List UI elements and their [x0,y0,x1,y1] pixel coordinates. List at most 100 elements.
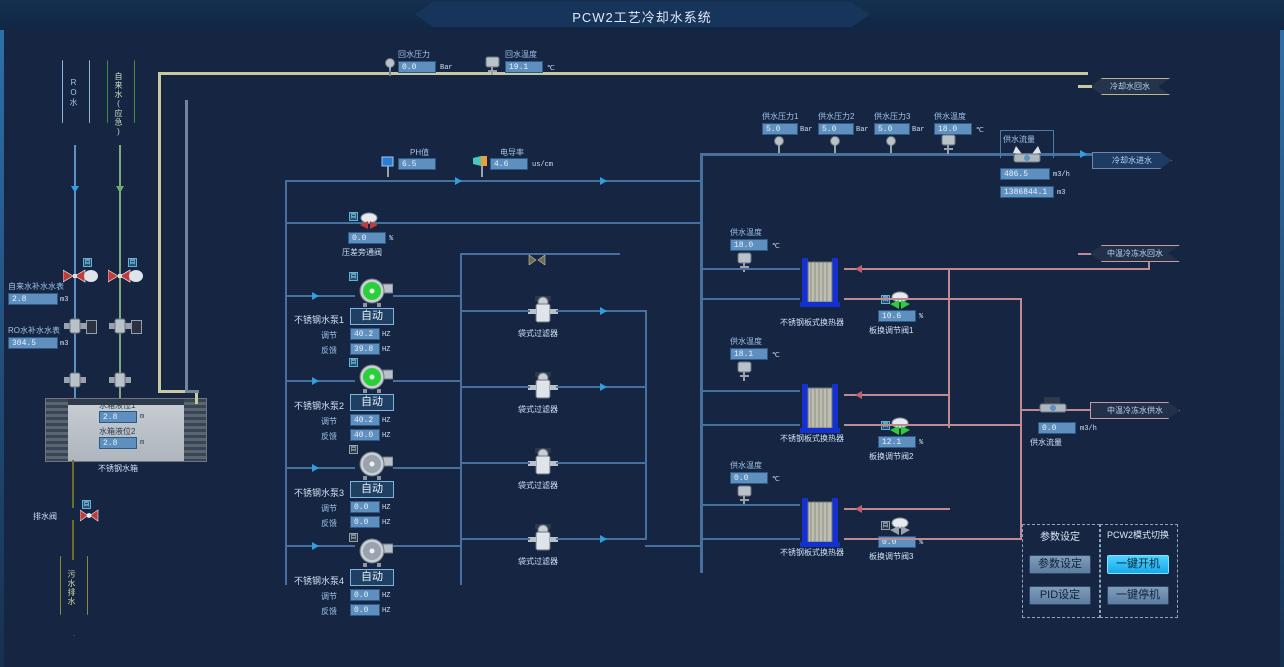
supply-p1-unit: Bar [800,126,813,134]
filter1-name: 袋式过滤器 [518,329,558,338]
hx3-valve-label: 板换调节阀3 [869,552,914,561]
pipe-chilled-join [948,508,950,510]
return-temp-unit: ℃ [547,65,555,73]
bypass-valve-tag[interactable]: 目 [349,212,358,221]
flow-arrow-quality-1 [600,177,607,185]
pump4-set-value: 0.0 [350,589,380,601]
tap-makeup-meter-unit: m3 [60,296,69,304]
pipe-pump4-in [285,545,355,547]
filter-3[interactable] [528,448,558,478]
pump3-mode-button[interactable]: 自动 [350,481,394,498]
hx3-valve-tag[interactable]: 目 [881,521,890,530]
valve-tag-ro[interactable]: 目 [83,258,92,267]
pump4-mode-button[interactable]: 自动 [350,569,394,586]
pump-3[interactable] [355,451,394,481]
flag-cooling-return: 冷却水回水 [1090,78,1170,95]
pipe-return-to-tank [158,390,198,393]
tank-level1-value: 2.8 [99,411,137,423]
pump2-mode-button[interactable]: 自动 [350,394,394,411]
pipe-drain [72,460,74,508]
pump3-set-unit: HZ [382,504,391,512]
hx3-temp-value: 0.0 [730,472,768,484]
conductivity-value: 4.6 [490,158,528,170]
pump4-fb-unit: HZ [382,607,391,615]
pipe-filter2-in [460,386,530,388]
valve-ro-makeup[interactable] [62,269,87,283]
bypass-valve-value: 0.0 [348,232,386,244]
right-edge-accent [1280,30,1284,667]
heat-exchanger-3[interactable] [798,498,844,548]
flowmeter-ro-2 [64,372,86,388]
pump1-tag[interactable]: 目 [349,272,358,281]
ro-makeup-meter-label: RO水补水水表 [8,326,60,335]
valve-hx1[interactable] [888,291,912,309]
supply-p1-value: 5.0 [762,123,798,135]
param-settings-button[interactable]: 参数设定 [1029,555,1091,574]
flow-arrow-chilled-2 [855,391,862,399]
pump1-set-label: 调节 [321,331,337,340]
pump2-set-value: 40.2 [350,414,380,426]
valve-tag-tap[interactable]: 目 [128,258,137,267]
flow-arrow-pump3 [312,464,319,472]
conductivity-label: 电导率 [500,148,524,157]
pipe-chilled-supply-manifold [1020,298,1022,540]
pid-settings-button[interactable]: PID设定 [1029,586,1091,605]
hx1-temp-unit: ℃ [772,243,780,251]
flow-arrow-pump4 [312,542,319,550]
heat-exchanger-2[interactable] [798,384,844,434]
pump2-tag[interactable]: 目 [349,358,358,367]
tap-water-label: 自来水(应急) [114,72,123,137]
water-tank [45,398,207,462]
tank-name-label: 不锈钢水箱 [98,464,138,473]
pipe-filter-inlet-manifold [460,253,462,585]
filter-4[interactable] [528,524,558,554]
pump-4[interactable] [355,538,394,568]
valve-hx2[interactable] [888,417,912,435]
flag-chilled-return: 中温冷冻水回水 [1090,245,1180,262]
pump-2[interactable] [355,364,394,394]
supply-flow-label: 供水流量 [1003,135,1035,144]
one-key-stop-button[interactable]: 一键停机 [1107,586,1169,605]
filter-1[interactable] [528,296,558,326]
valve-drain[interactable] [79,509,100,522]
heat-exchanger-1[interactable] [798,258,844,308]
pipe-filter1-in [460,310,530,312]
filter3-name: 袋式过滤器 [518,481,558,490]
pipe-filter3-out [556,462,646,464]
pump3-set-value: 0.0 [350,501,380,513]
pump1-mode-button[interactable]: 自动 [350,308,394,325]
pipe-filter4-in [460,538,530,540]
hx1-valve-unit: % [919,313,924,321]
pump3-set-label: 调节 [321,504,337,513]
valve-bypass[interactable] [358,212,380,230]
pump4-tag[interactable]: 目 [349,533,358,542]
return-pressure-value: 0.0 [398,61,436,73]
flow-arrow-filter1 [600,307,607,315]
filter-top-valve[interactable] [528,252,546,266]
valve-hx3[interactable] [888,517,912,535]
pump2-fb-value: 40.0 [350,429,380,441]
temperature-sensor-icon [484,55,502,75]
return-pressure-label: 回水压力 [398,50,430,59]
filter2-name: 袋式过滤器 [518,405,558,414]
pipe-chilled-s3 [844,538,1022,540]
flag-cooling-supply: 冷却水进水 [1092,152,1172,169]
pipe-filter-top [460,253,620,255]
one-key-start-button[interactable]: 一键开机 [1107,555,1169,574]
flow-arrow-quality-2 [455,177,462,185]
pump3-fb-value: 0.0 [350,516,380,528]
pump1-fb-label: 反馈 [321,346,337,355]
flowmeter-ro [64,318,86,334]
pump1-name: 不锈钢水泵1 [294,315,345,325]
pump3-tag[interactable]: 目 [349,445,358,454]
tank-level2-label: 水箱液位2 [99,427,136,436]
filter4-name: 袋式过滤器 [518,557,558,566]
pump4-name: 不锈钢水泵4 [294,576,345,586]
sewer-label: 污水排水 [67,570,76,606]
return-temp-label: 回水温度 [505,50,537,59]
actuator-tap [129,270,143,282]
drain-valve-tag[interactable]: 目 [82,500,91,509]
pump1-fb-unit: HZ [382,346,391,354]
pump-1[interactable] [355,278,394,308]
filter-2[interactable] [528,372,558,402]
